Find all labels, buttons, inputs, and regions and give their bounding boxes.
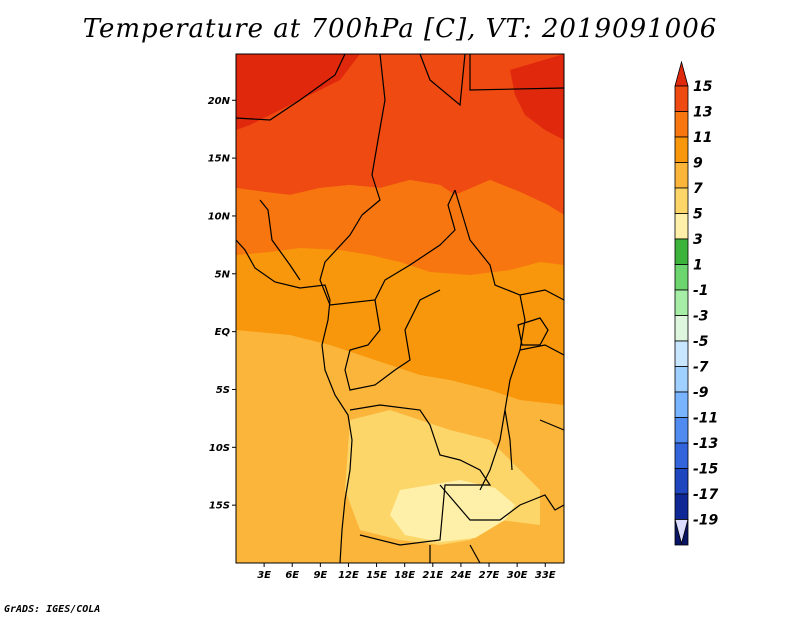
border-central-3 <box>454 189 565 301</box>
colorbar-swatch <box>674 391 689 418</box>
border-chad-sudan <box>419 53 466 107</box>
colorbar-label: -11 <box>693 411 718 427</box>
colorbar-label: -15 <box>693 462 719 478</box>
colorbar-label: -13 <box>693 436 718 452</box>
border-congo <box>344 289 441 391</box>
lon-tick-label: 9E <box>313 570 327 581</box>
border-south <box>429 544 481 564</box>
border-lake-tanganyika <box>504 409 513 471</box>
colorbar-swatch <box>674 315 689 342</box>
colorbar-swatch <box>674 187 689 214</box>
lat-tick-label: 10N <box>208 211 231 222</box>
colorbar-swatch <box>674 366 689 393</box>
colorbar-label: 9 <box>693 156 703 172</box>
colorbar-over-triangle <box>674 60 689 87</box>
border-central-1 <box>259 199 301 281</box>
region-13-15-sudan <box>236 54 564 140</box>
colorbar-swatch <box>674 468 689 495</box>
colorbar-swatch <box>674 340 689 367</box>
border-sudan-east <box>469 54 565 91</box>
colorbar-label: 1 <box>693 258 703 274</box>
colorbar-label: 15 <box>693 79 713 95</box>
lat-tick-label: 15S <box>209 501 230 512</box>
border-central-2 <box>319 189 456 306</box>
colorbar-swatch <box>674 238 689 265</box>
colorbar-swatch <box>674 417 689 444</box>
lon-tick-label: 27E <box>479 570 500 581</box>
temperature-fill-layer <box>236 54 564 563</box>
border-sahara-north <box>235 53 346 121</box>
colorbar-swatch <box>674 264 689 291</box>
lat-tick-label: 5N <box>215 269 231 280</box>
lon-tick-label: 21E <box>422 570 443 581</box>
colorbar-label: 13 <box>693 105 712 121</box>
lon-tick-label: 15E <box>366 570 387 581</box>
region-1-3-zambia <box>390 480 515 542</box>
lon-tick-label: 18E <box>394 570 415 581</box>
border-coast-west <box>235 239 353 564</box>
colorbar-swatch <box>674 162 689 189</box>
country-borders <box>235 53 565 564</box>
latitude-axis: 20N 15N 10N 5N EQ 5S 10S 15S <box>208 96 236 512</box>
border-drc-east <box>479 294 526 491</box>
border-niger-chad <box>361 53 386 216</box>
colorbar-label: 11 <box>693 130 712 146</box>
colorbar-label: -17 <box>693 487 719 503</box>
colorbar-swatch <box>674 136 689 163</box>
lon-tick-label: 3E <box>257 570 271 581</box>
border-zambia <box>439 484 565 521</box>
colorbar-label: -7 <box>693 360 709 376</box>
lat-tick-label: 10S <box>209 443 230 454</box>
colorbar-label: -3 <box>693 309 709 325</box>
colorbar-label: 3 <box>693 232 703 248</box>
map-frame <box>235 53 565 564</box>
colorbar-swatch <box>674 442 689 469</box>
colorbar-under-triangle <box>674 519 689 546</box>
colorbar-swatch <box>674 111 689 138</box>
lat-tick-label: 15N <box>208 154 231 165</box>
region-11-13-north <box>236 54 564 215</box>
border-tanzania <box>519 344 565 431</box>
grads-credit: GrADS: IGES/COLA <box>4 604 101 615</box>
colorbar: 15 13 11 9 7 5 3 1 -1 -3 -5 -7 -9 -11 -13 -15 -17 -19 <box>674 60 719 546</box>
colorbar-swatch <box>674 493 689 520</box>
lon-tick-label: 24E <box>451 570 472 581</box>
page-title: Temperature at 700hPa [C], VT: 201909100… <box>82 14 718 44</box>
colorbar-label: -1 <box>693 283 709 299</box>
colorbar-label: -19 <box>693 513 719 529</box>
colorbar-label: 7 <box>693 181 703 197</box>
colorbar-swatch <box>674 213 689 240</box>
colorbar-label: -5 <box>693 334 709 350</box>
border-lake-victoria <box>517 317 549 346</box>
lon-tick-label: 30E <box>507 570 528 581</box>
border-angola <box>349 404 492 546</box>
colorbar-swatch <box>674 85 689 112</box>
colorbar-label: 5 <box>693 207 703 223</box>
colorbar-label: -9 <box>693 385 709 401</box>
region-9-11-band <box>236 180 564 275</box>
colorbar-swatch <box>674 289 689 316</box>
lon-tick-label: 12E <box>338 570 359 581</box>
lon-tick-label: 33E <box>535 570 556 581</box>
lat-tick-label: 5S <box>216 385 230 396</box>
lat-tick-label: 20N <box>208 96 231 107</box>
lon-tick-label: 6E <box>285 570 299 581</box>
longitude-axis: 3E 6E 9E 12E 15E 18E 21E 24E 27E 30E 33E <box>257 563 556 581</box>
lat-tick-label: EQ <box>215 327 231 338</box>
